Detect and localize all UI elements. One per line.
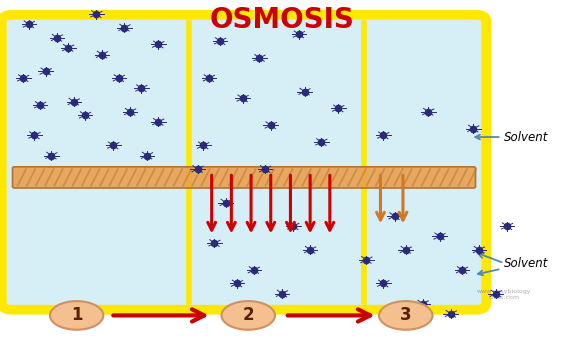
Text: Solvent: Solvent	[475, 130, 549, 144]
Ellipse shape	[50, 301, 103, 330]
Text: Solvent: Solvent	[478, 257, 549, 275]
Ellipse shape	[379, 301, 433, 330]
Text: 2: 2	[243, 307, 254, 324]
Text: OSMOSIS: OSMOSIS	[210, 6, 354, 34]
FancyBboxPatch shape	[2, 15, 486, 310]
FancyBboxPatch shape	[12, 167, 475, 188]
Ellipse shape	[222, 301, 275, 330]
Text: 3: 3	[400, 307, 412, 324]
Text: www.easybiology
class.com: www.easybiology class.com	[477, 289, 531, 300]
Text: 1: 1	[71, 307, 82, 324]
